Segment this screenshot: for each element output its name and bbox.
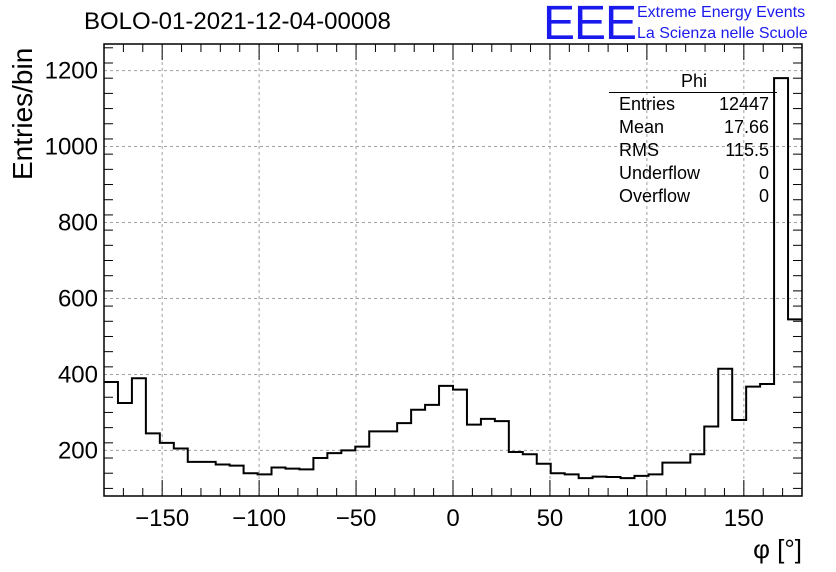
y-axis-label: Entries/bin — [7, 48, 38, 180]
stats-label: RMS — [619, 140, 659, 160]
stats-value: 115.5 — [725, 140, 769, 160]
stats-separator — [609, 92, 777, 93]
stats-value: 0 — [758, 186, 769, 206]
x-tick-label: −150 — [135, 505, 189, 532]
stats-label: Mean — [619, 117, 665, 137]
histogram-outline — [104, 77, 802, 480]
stats-row-overflow: Overflow 0 — [611, 185, 777, 208]
y-tick-label: 200 — [58, 437, 98, 464]
y-tick-label: 400 — [58, 361, 98, 388]
logo-line-2: La Scienza nelle Scuole — [637, 25, 808, 42]
logo-line-1: Extreme Energy Events — [637, 4, 806, 21]
x-axis-label: φ [°] — [753, 534, 802, 564]
stats-value: 0 — [758, 163, 769, 183]
stats-title: Phi — [680, 71, 707, 91]
y-tick-label: 600 — [58, 285, 98, 312]
y-tick-label: 800 — [58, 210, 98, 237]
stats-box: Phi Entries 12447 Mean 17.66 RMS 115.5 U… — [609, 70, 777, 208]
stats-label: Underflow — [619, 163, 701, 183]
stats-value: 12447 — [718, 94, 769, 114]
x-tick-label: −50 — [336, 505, 377, 532]
stats-row-mean: Mean 17.66 — [611, 116, 777, 139]
grid-lines — [104, 44, 802, 496]
y-tick-label: 1000 — [45, 134, 98, 161]
stats-row-rms: RMS 115.5 — [611, 139, 777, 162]
x-tick-label: 50 — [537, 505, 564, 532]
eee-logo: EEE — [543, 0, 637, 50]
x-tick-label: 100 — [627, 505, 667, 532]
x-tick-label: 150 — [724, 505, 764, 532]
chart-title: BOLO-01-2021-12-04-00008 — [84, 8, 391, 35]
stats-label: Entries — [619, 94, 676, 114]
axis-ticks — [103, 44, 803, 496]
tick-labels: −150 −100 −50 0 50 100 150 200 400 600 800 1000 1200 — [45, 58, 764, 532]
y-tick-label: 1200 — [45, 58, 98, 85]
x-tick-label: 0 — [446, 505, 459, 532]
stats-row-entries: Entries 12447 — [611, 93, 777, 116]
stats-label: Overflow — [619, 186, 691, 206]
stats-value: 17.66 — [723, 117, 769, 137]
stats-row-underflow: Underflow 0 — [611, 162, 777, 185]
x-tick-label: −100 — [232, 505, 286, 532]
